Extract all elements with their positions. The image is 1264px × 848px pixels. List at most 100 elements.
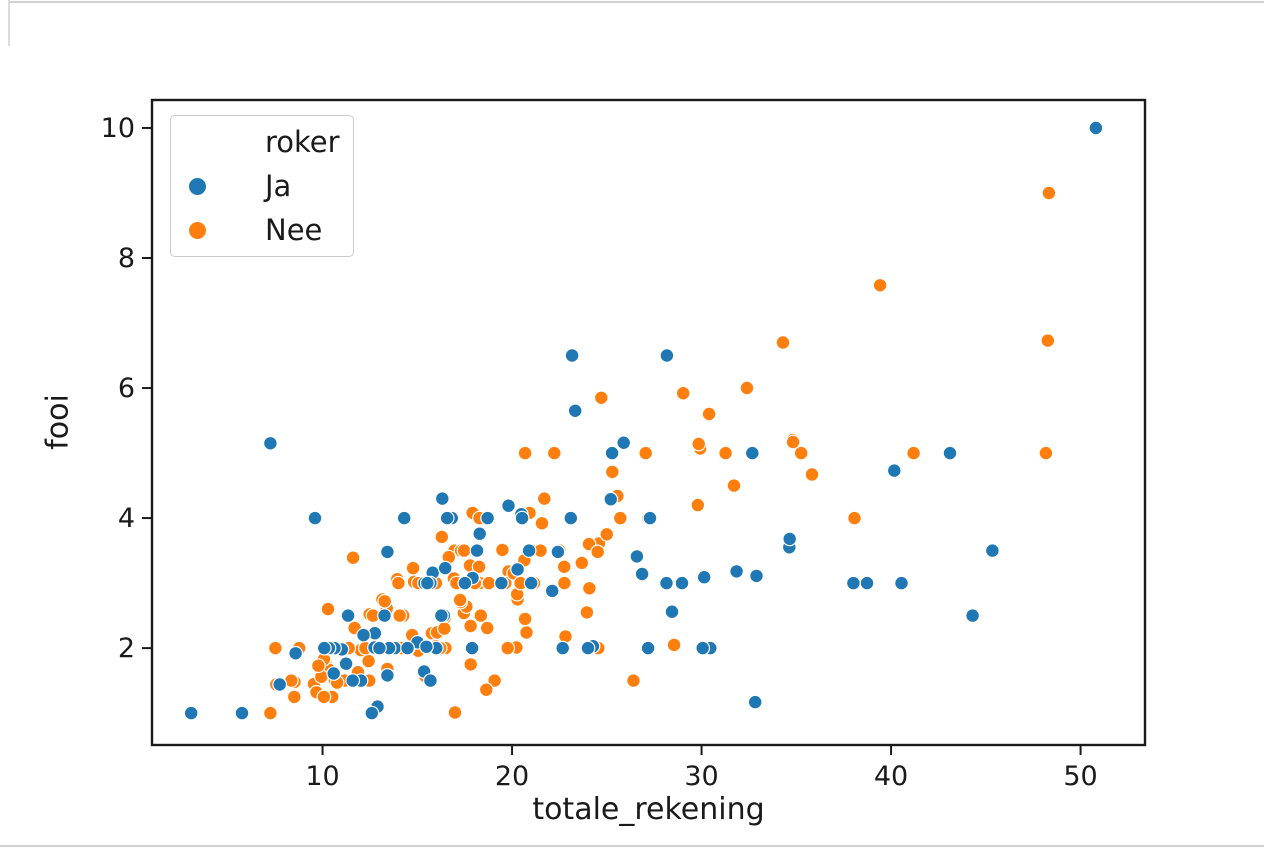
data-point-nee <box>517 445 533 461</box>
data-point-nee <box>691 436 707 452</box>
data-point-nee <box>579 605 595 620</box>
data-point-ja <box>480 510 496 526</box>
legend: roker Ja Nee <box>170 115 354 257</box>
data-point-nee <box>456 543 472 558</box>
data-point-ja <box>434 491 450 507</box>
data-point-nee <box>263 705 278 721</box>
data-point-nee <box>1040 333 1056 349</box>
x-tick-label: 20 <box>495 761 529 792</box>
data-point-ja <box>380 544 395 560</box>
x-tick-label: 30 <box>684 761 718 792</box>
data-point-nee <box>906 445 921 461</box>
data-point-ja <box>338 656 354 672</box>
data-point-ja <box>419 639 434 655</box>
data-point-nee <box>392 608 408 623</box>
data-point-ja <box>859 575 875 591</box>
data-point-ja <box>469 543 485 558</box>
data-point-nee <box>361 653 377 669</box>
data-point-ja <box>695 640 711 656</box>
data-point-nee <box>556 559 572 575</box>
data-point-ja <box>659 348 675 363</box>
data-point-ja <box>372 640 387 656</box>
data-point-ja <box>419 575 435 591</box>
data-point-ja <box>377 608 392 623</box>
data-point-nee <box>481 575 497 591</box>
data-point-ja <box>886 463 902 479</box>
data-point-ja <box>659 575 674 591</box>
data-point-nee <box>701 406 717 422</box>
x-axis-label: totale_rekening <box>532 792 765 827</box>
data-point-ja <box>747 694 763 710</box>
data-point-nee <box>675 385 691 401</box>
legend-entry-ja: Ja <box>171 164 353 208</box>
y-tick-label: 10 <box>101 113 135 144</box>
data-point-nee <box>1041 185 1057 201</box>
data-point-nee <box>557 575 572 591</box>
data-point-ja <box>307 510 323 526</box>
data-point-ja <box>457 575 473 591</box>
data-point-nee <box>847 510 862 526</box>
data-point-ja <box>396 510 412 526</box>
y-tick-label: 6 <box>118 373 135 404</box>
data-point-nee <box>517 611 533 627</box>
scan-artifact-bottom-line <box>0 845 1264 847</box>
data-point-nee <box>726 478 742 494</box>
legend-marker-ja-icon <box>189 177 206 195</box>
data-point-nee <box>495 542 510 558</box>
data-point-nee <box>546 445 562 461</box>
data-point-nee <box>434 529 450 545</box>
data-point-nee <box>311 658 326 674</box>
data-point-ja <box>316 640 332 656</box>
data-point-ja <box>1088 120 1104 136</box>
data-point-nee <box>599 526 615 542</box>
data-point-nee <box>447 705 463 720</box>
data-point-nee <box>690 497 706 513</box>
data-point-ja <box>640 640 656 656</box>
data-point-nee <box>519 625 534 640</box>
x-tick-label: 40 <box>874 761 908 792</box>
data-point-ja <box>729 564 744 579</box>
data-point-ja <box>494 575 509 591</box>
data-point-nee <box>593 390 609 406</box>
data-point-nee <box>612 510 628 526</box>
scan-artifact-left-line <box>8 0 10 46</box>
data-point-ja <box>580 640 596 656</box>
data-point-nee <box>582 580 597 596</box>
data-point-ja <box>563 510 579 526</box>
data-point-nee <box>536 491 552 507</box>
data-point-nee <box>590 544 606 560</box>
data-point-nee <box>775 335 791 350</box>
y-tick-label: 4 <box>118 503 135 534</box>
legend-marker-nee-icon <box>189 221 206 239</box>
legend-label-ja: Ja <box>265 169 292 203</box>
data-point-ja <box>942 445 958 461</box>
data-point-ja <box>434 608 449 623</box>
data-point-ja <box>400 640 415 656</box>
data-point-ja <box>423 673 438 688</box>
data-point-ja <box>985 543 1000 558</box>
data-point-ja <box>288 645 304 661</box>
data-point-ja <box>510 562 525 577</box>
data-point-ja <box>555 640 571 656</box>
data-point-nee <box>463 618 479 634</box>
legend-entry-nee: Nee <box>171 208 353 252</box>
data-point-nee <box>463 657 479 672</box>
data-point-ja <box>272 677 288 692</box>
data-point-ja <box>464 640 480 656</box>
data-point-nee <box>604 464 620 480</box>
data-point-ja <box>664 604 680 620</box>
data-point-ja <box>634 566 650 582</box>
data-point-ja <box>356 627 371 643</box>
y-tick-label: 2 <box>118 633 135 664</box>
data-point-ja <box>696 569 712 585</box>
data-point-ja <box>567 403 583 419</box>
data-point-nee <box>452 592 468 608</box>
data-point-nee <box>574 555 590 571</box>
y-axis-label: fooi <box>40 394 76 450</box>
x-tick-label: 50 <box>1063 761 1097 792</box>
data-point-nee <box>718 445 733 461</box>
data-point-nee <box>473 608 489 623</box>
data-point-ja <box>523 575 539 591</box>
data-point-nee <box>793 445 809 461</box>
